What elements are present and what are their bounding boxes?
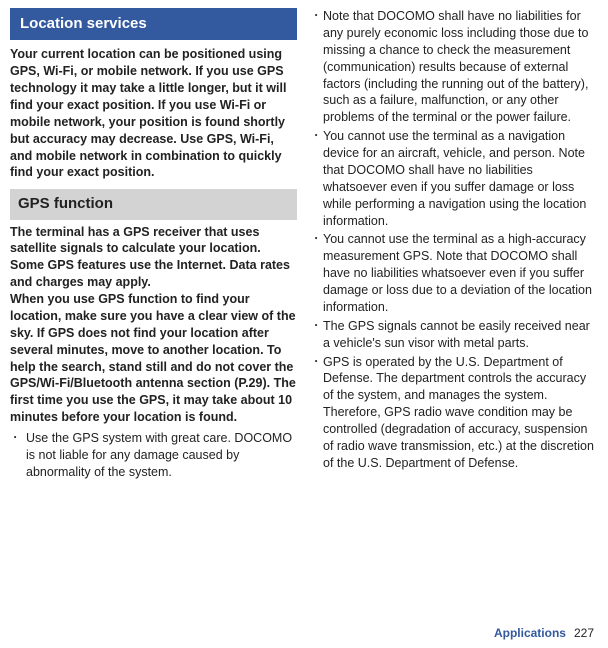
bullet-text: GPS is operated by the U.S. Department o… <box>323 354 598 472</box>
bullet-dot-icon: ･ <box>311 318 323 352</box>
bullet-dot-icon: ･ <box>311 354 323 472</box>
heading-location-services: Location services <box>10 8 297 40</box>
bullet-text: Note that DOCOMO shall have no liabiliti… <box>323 8 598 126</box>
bullet-item: ･ GPS is operated by the U.S. Department… <box>311 354 598 472</box>
bullet-dot-icon: ･ <box>311 8 323 126</box>
bullet-dot-icon: ･ <box>10 430 22 481</box>
footer-section-label: Applications <box>494 626 566 640</box>
bullet-item: ･ The GPS signals cannot be easily recei… <box>311 318 598 352</box>
right-column: ･ Note that DOCOMO shall have no liabili… <box>311 8 598 620</box>
intro-text: Your current location can be positioned … <box>10 46 297 181</box>
heading-gps-function: GPS function <box>10 189 297 219</box>
bullet-text: Use the GPS system with great care. DOCO… <box>22 430 297 481</box>
bullet-text: You cannot use the terminal as a navigat… <box>323 128 598 229</box>
bullet-item: ･ You cannot use the terminal as a high-… <box>311 231 598 315</box>
gps-body-text: The terminal has a GPS receiver that use… <box>10 224 297 427</box>
bullet-text: You cannot use the terminal as a high-ac… <box>323 231 598 315</box>
page-number: 227 <box>574 626 594 640</box>
bullet-dot-icon: ･ <box>311 231 323 315</box>
page-container: Location services Your current location … <box>0 0 608 620</box>
bullet-dot-icon: ･ <box>311 128 323 229</box>
bullet-item: ･ You cannot use the terminal as a navig… <box>311 128 598 229</box>
page-footer: Applications 227 <box>494 626 594 640</box>
bullet-text: The GPS signals cannot be easily receive… <box>323 318 598 352</box>
bullet-item: ･ Use the GPS system with great care. DO… <box>10 430 297 481</box>
left-column: Location services Your current location … <box>10 8 297 620</box>
bullet-item: ･ Note that DOCOMO shall have no liabili… <box>311 8 598 126</box>
